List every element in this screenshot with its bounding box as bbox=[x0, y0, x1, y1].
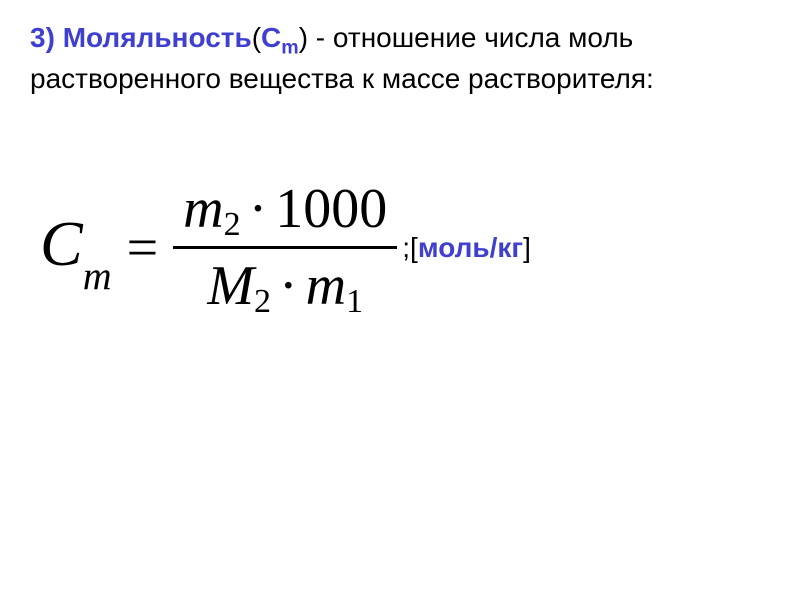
item-number: 3) bbox=[30, 22, 55, 53]
unit-prefix: ;[ bbox=[402, 232, 418, 263]
symbol-letter: С bbox=[261, 22, 281, 53]
lhs-subscript: m bbox=[83, 253, 112, 298]
formula-container: Сm = m2 · 1000 M2 · m1 ;[моль/кг] bbox=[40, 177, 770, 318]
equals-sign: = bbox=[127, 216, 159, 280]
symbol-open: ( bbox=[252, 22, 261, 53]
fraction-denominator: M2 · m1 bbox=[197, 249, 373, 318]
fraction: m2 · 1000 M2 · m1 bbox=[173, 177, 397, 318]
denominator-var2: m bbox=[306, 254, 346, 318]
denominator-sub2: 1 bbox=[346, 283, 363, 321]
unit-suffix: ] bbox=[523, 232, 531, 263]
numerator-const: 1000 bbox=[275, 177, 387, 241]
symbol-close: ) bbox=[299, 22, 308, 53]
numerator-dot: · bbox=[249, 177, 268, 241]
numerator-var1: m bbox=[183, 177, 223, 241]
definition-block: 3) Моляльность(Сm) - отношение числа мол… bbox=[30, 20, 770, 97]
denominator-var1: M bbox=[207, 254, 254, 318]
unit-block: ;[моль/кг] bbox=[402, 232, 531, 264]
numerator-sub1: 2 bbox=[224, 206, 241, 244]
dash-separator: - bbox=[308, 22, 333, 53]
symbol-subscript: m bbox=[281, 37, 298, 59]
fraction-numerator: m2 · 1000 bbox=[173, 177, 397, 246]
term-name: Моляльность bbox=[63, 22, 252, 53]
lhs-variable: С bbox=[40, 208, 83, 279]
denominator-dot: · bbox=[279, 254, 298, 318]
unit-text: моль/кг bbox=[418, 232, 523, 263]
denominator-sub1: 2 bbox=[254, 283, 271, 321]
formula-lhs: Сm bbox=[40, 207, 112, 289]
